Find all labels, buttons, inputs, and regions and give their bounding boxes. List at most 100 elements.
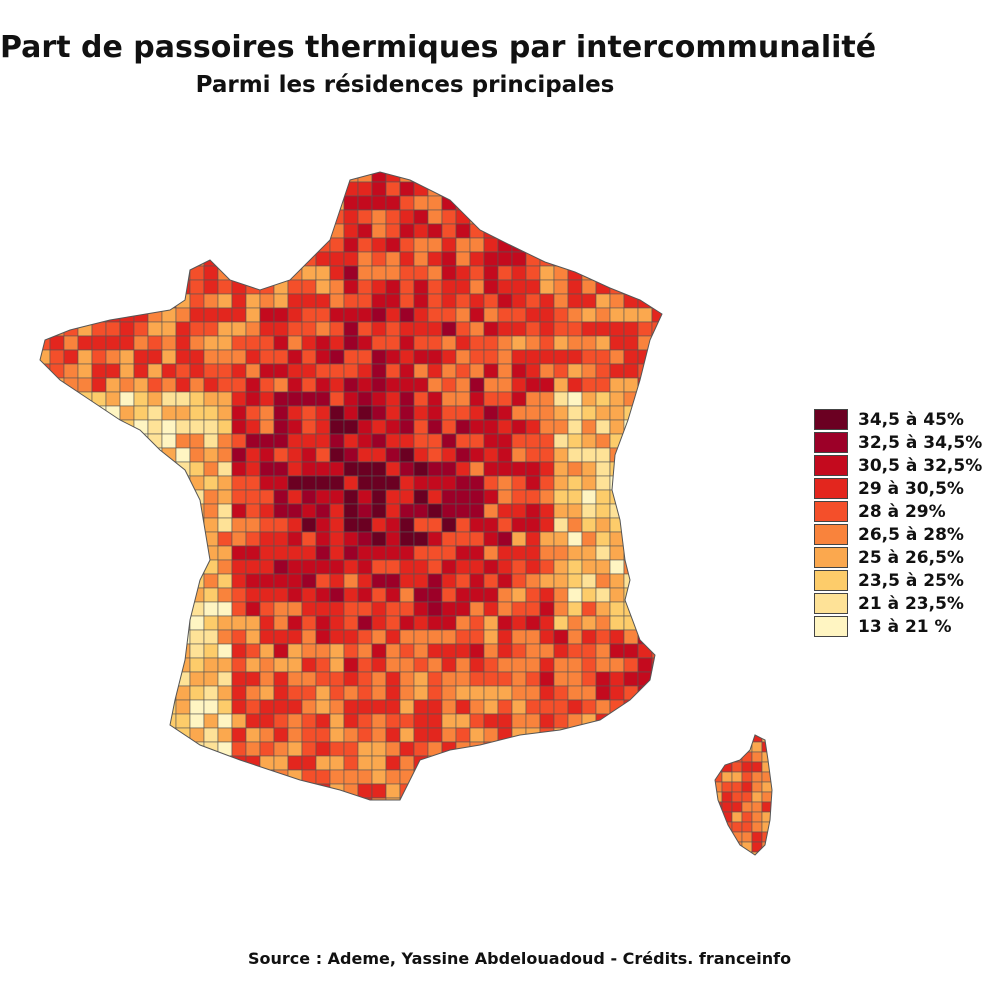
intercommunalite-cell bbox=[441, 489, 457, 505]
intercommunalite-cell bbox=[595, 195, 611, 211]
intercommunalite-cell bbox=[301, 335, 317, 351]
intercommunalite-cell bbox=[385, 727, 401, 743]
intercommunalite-cell bbox=[91, 475, 107, 491]
intercommunalite-cell bbox=[455, 433, 471, 449]
intercommunalite-cell bbox=[133, 461, 149, 477]
intercommunalite-cell bbox=[371, 601, 387, 617]
intercommunalite-cell bbox=[357, 601, 373, 617]
intercommunalite-cell bbox=[455, 321, 471, 337]
intercommunalite-cell bbox=[91, 629, 107, 645]
intercommunalite-cell bbox=[441, 783, 457, 799]
intercommunalite-cell bbox=[357, 195, 373, 211]
intercommunalite-cell bbox=[77, 181, 93, 197]
intercommunalite-cell bbox=[40, 419, 51, 435]
intercommunalite-cell bbox=[357, 559, 373, 575]
intercommunalite-cell bbox=[189, 657, 205, 673]
intercommunalite-cell bbox=[483, 195, 499, 211]
intercommunalite-cell bbox=[609, 727, 625, 743]
intercommunalite-cell bbox=[595, 699, 611, 715]
intercommunalite-cell bbox=[357, 545, 373, 561]
intercommunalite-cell bbox=[259, 783, 275, 799]
intercommunalite-cell bbox=[637, 251, 653, 267]
intercommunalite-cell bbox=[203, 615, 219, 631]
intercommunalite-cell bbox=[413, 419, 429, 435]
intercommunalite-cell bbox=[751, 821, 763, 833]
intercommunalite-cell bbox=[273, 172, 289, 183]
intercommunalite-cell bbox=[771, 831, 772, 843]
intercommunalite-cell bbox=[539, 335, 555, 351]
intercommunalite-cell bbox=[553, 699, 569, 715]
intercommunalite-cell bbox=[217, 713, 233, 729]
intercommunalite-cell bbox=[105, 671, 121, 687]
intercommunalite-cell bbox=[567, 293, 583, 309]
intercommunalite-cell bbox=[441, 307, 457, 323]
intercommunalite-cell bbox=[651, 615, 662, 631]
intercommunalite-cell bbox=[623, 783, 639, 799]
intercommunalite-cell bbox=[399, 195, 415, 211]
intercommunalite-cell bbox=[49, 335, 65, 351]
intercommunalite-cell bbox=[91, 237, 107, 253]
intercommunalite-cell bbox=[245, 601, 261, 617]
intercommunalite-cell bbox=[329, 755, 345, 771]
intercommunalite-cell bbox=[63, 209, 79, 225]
intercommunalite-cell bbox=[497, 769, 513, 785]
intercommunalite-cell bbox=[231, 195, 247, 211]
intercommunalite-cell bbox=[357, 293, 373, 309]
intercommunalite-cell bbox=[539, 307, 555, 323]
intercommunalite-cell bbox=[63, 629, 79, 645]
intercommunalite-cell bbox=[539, 601, 555, 617]
intercommunalite-cell bbox=[497, 293, 513, 309]
intercommunalite-cell bbox=[147, 461, 163, 477]
intercommunalite-cell bbox=[329, 349, 345, 365]
intercommunalite-cell bbox=[637, 601, 653, 617]
intercommunalite-cell bbox=[741, 735, 753, 743]
intercommunalite-cell bbox=[147, 545, 163, 561]
intercommunalite-cell bbox=[273, 643, 289, 659]
intercommunalite-cell bbox=[385, 391, 401, 407]
intercommunalite-cell bbox=[483, 419, 499, 435]
intercommunalite-cell bbox=[357, 699, 373, 715]
intercommunalite-cell bbox=[40, 461, 51, 477]
intercommunalite-cell bbox=[483, 475, 499, 491]
intercommunalite-cell bbox=[357, 447, 373, 463]
intercommunalite-cell bbox=[413, 503, 429, 519]
intercommunalite-cell bbox=[301, 181, 317, 197]
intercommunalite-cell bbox=[637, 181, 653, 197]
intercommunalite-cell bbox=[49, 223, 65, 239]
intercommunalite-cell bbox=[301, 601, 317, 617]
intercommunalite-cell bbox=[63, 419, 79, 435]
intercommunalite-cell bbox=[371, 531, 387, 547]
intercommunalite-cell bbox=[761, 821, 772, 833]
intercommunalite-cell bbox=[329, 172, 345, 183]
intercommunalite-cell bbox=[161, 727, 177, 743]
intercommunalite-cell bbox=[217, 769, 233, 785]
intercommunalite-cell bbox=[357, 265, 373, 281]
intercommunalite-cell bbox=[259, 797, 275, 800]
intercommunalite-cell bbox=[721, 791, 733, 803]
intercommunalite-cell bbox=[455, 419, 471, 435]
intercommunalite-cell bbox=[455, 307, 471, 323]
intercommunalite-cell bbox=[455, 223, 471, 239]
intercommunalite-cell bbox=[91, 433, 107, 449]
intercommunalite-cell bbox=[315, 181, 331, 197]
intercommunalite-cell bbox=[357, 363, 373, 379]
intercommunalite-cell bbox=[469, 783, 485, 799]
intercommunalite-cell bbox=[259, 237, 275, 253]
intercommunalite-cell bbox=[399, 349, 415, 365]
intercommunalite-cell bbox=[427, 377, 443, 393]
intercommunalite-cell bbox=[105, 755, 121, 771]
intercommunalite-cell bbox=[761, 781, 772, 793]
intercommunalite-cell bbox=[231, 209, 247, 225]
intercommunalite-cell bbox=[245, 237, 261, 253]
intercommunalite-cell bbox=[751, 741, 763, 753]
intercommunalite-cell bbox=[315, 321, 331, 337]
intercommunalite-cell bbox=[231, 223, 247, 239]
intercommunalite-cell bbox=[441, 363, 457, 379]
intercommunalite-cell bbox=[175, 391, 191, 407]
intercommunalite-cell bbox=[371, 405, 387, 421]
intercommunalite-cell bbox=[371, 797, 387, 800]
intercommunalite-cell bbox=[287, 797, 303, 800]
intercommunalite-cell bbox=[651, 671, 662, 687]
intercommunalite-cell bbox=[483, 545, 499, 561]
intercommunalite-cell bbox=[147, 699, 163, 715]
